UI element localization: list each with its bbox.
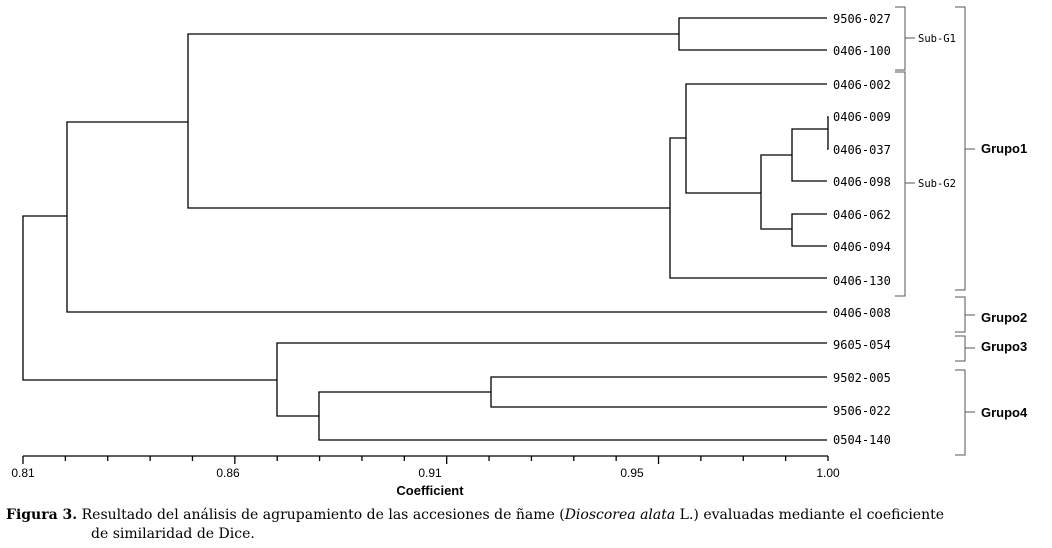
- leaf-label: 0406-002: [833, 78, 891, 92]
- group-label: Grupo4: [981, 405, 1028, 420]
- subgroup-label: Sub-G1: [918, 33, 956, 45]
- subgroup-brackets: [895, 6, 915, 297]
- group-bracket: [955, 369, 966, 456]
- x-tick-label: 0.95: [620, 466, 644, 480]
- leaf-label: 0406-037: [833, 143, 891, 157]
- leaf-label: 0406-094: [833, 240, 891, 254]
- x-tick-label: 0.86: [216, 466, 240, 480]
- dendrogram-branches: [22, 17, 829, 441]
- group-brackets: [955, 6, 975, 456]
- x-tick-label: 0.91: [418, 466, 442, 480]
- dendrogram: 9506-027 0406-100 0406-002 0406-009 0406…: [11, 6, 1028, 498]
- leaf-label: 0406-100: [833, 44, 891, 58]
- caption-label: Figura 3.: [6, 507, 78, 523]
- subgroup-label: Sub-G2: [918, 178, 956, 190]
- subgroup-bracket: [895, 71, 906, 297]
- caption-text: L.) evaluadas mediante el coeficiente: [675, 507, 945, 523]
- group-label: Grupo3: [981, 339, 1027, 354]
- leaf-label: 0406-008: [833, 306, 891, 320]
- group-label: Grupo1: [981, 141, 1027, 156]
- subgroup-bracket: [895, 6, 906, 71]
- x-axis: [22, 455, 829, 464]
- caption-text: Resultado del análisis de agrupamiento d…: [77, 507, 565, 523]
- caption-text-line2: de similaridad de Dice.: [91, 526, 255, 542]
- group-bracket: [955, 6, 966, 291]
- leaf-label: 0504-140: [833, 433, 891, 447]
- figure-caption: Figura 3. Resultado del análisis de agru…: [6, 506, 1050, 544]
- leaf-label: 9506-027: [833, 12, 891, 26]
- leaf-label: 0406-098: [833, 175, 891, 189]
- group-bracket: [955, 335, 966, 362]
- caption-species: Dioscorea alata: [564, 507, 676, 523]
- leaf-label: 0406-062: [833, 208, 891, 222]
- group-bracket: [955, 296, 966, 333]
- leaf-label: 0406-130: [833, 274, 891, 288]
- x-axis-title: Coefficient: [396, 483, 464, 498]
- x-tick-label: 0.81: [11, 466, 35, 480]
- minor-ticks: [22, 456, 829, 464]
- group-label: Grupo2: [981, 310, 1027, 325]
- leaf-label: 9502-005: [833, 371, 891, 385]
- leaf-label: 9506-022: [833, 404, 891, 418]
- x-tick-label: 1.00: [816, 466, 840, 480]
- leaf-label: 9605-054: [833, 338, 891, 352]
- leaf-labels: 9506-027 0406-100 0406-002 0406-009 0406…: [833, 12, 891, 447]
- leaf-label: 0406-009: [833, 110, 891, 124]
